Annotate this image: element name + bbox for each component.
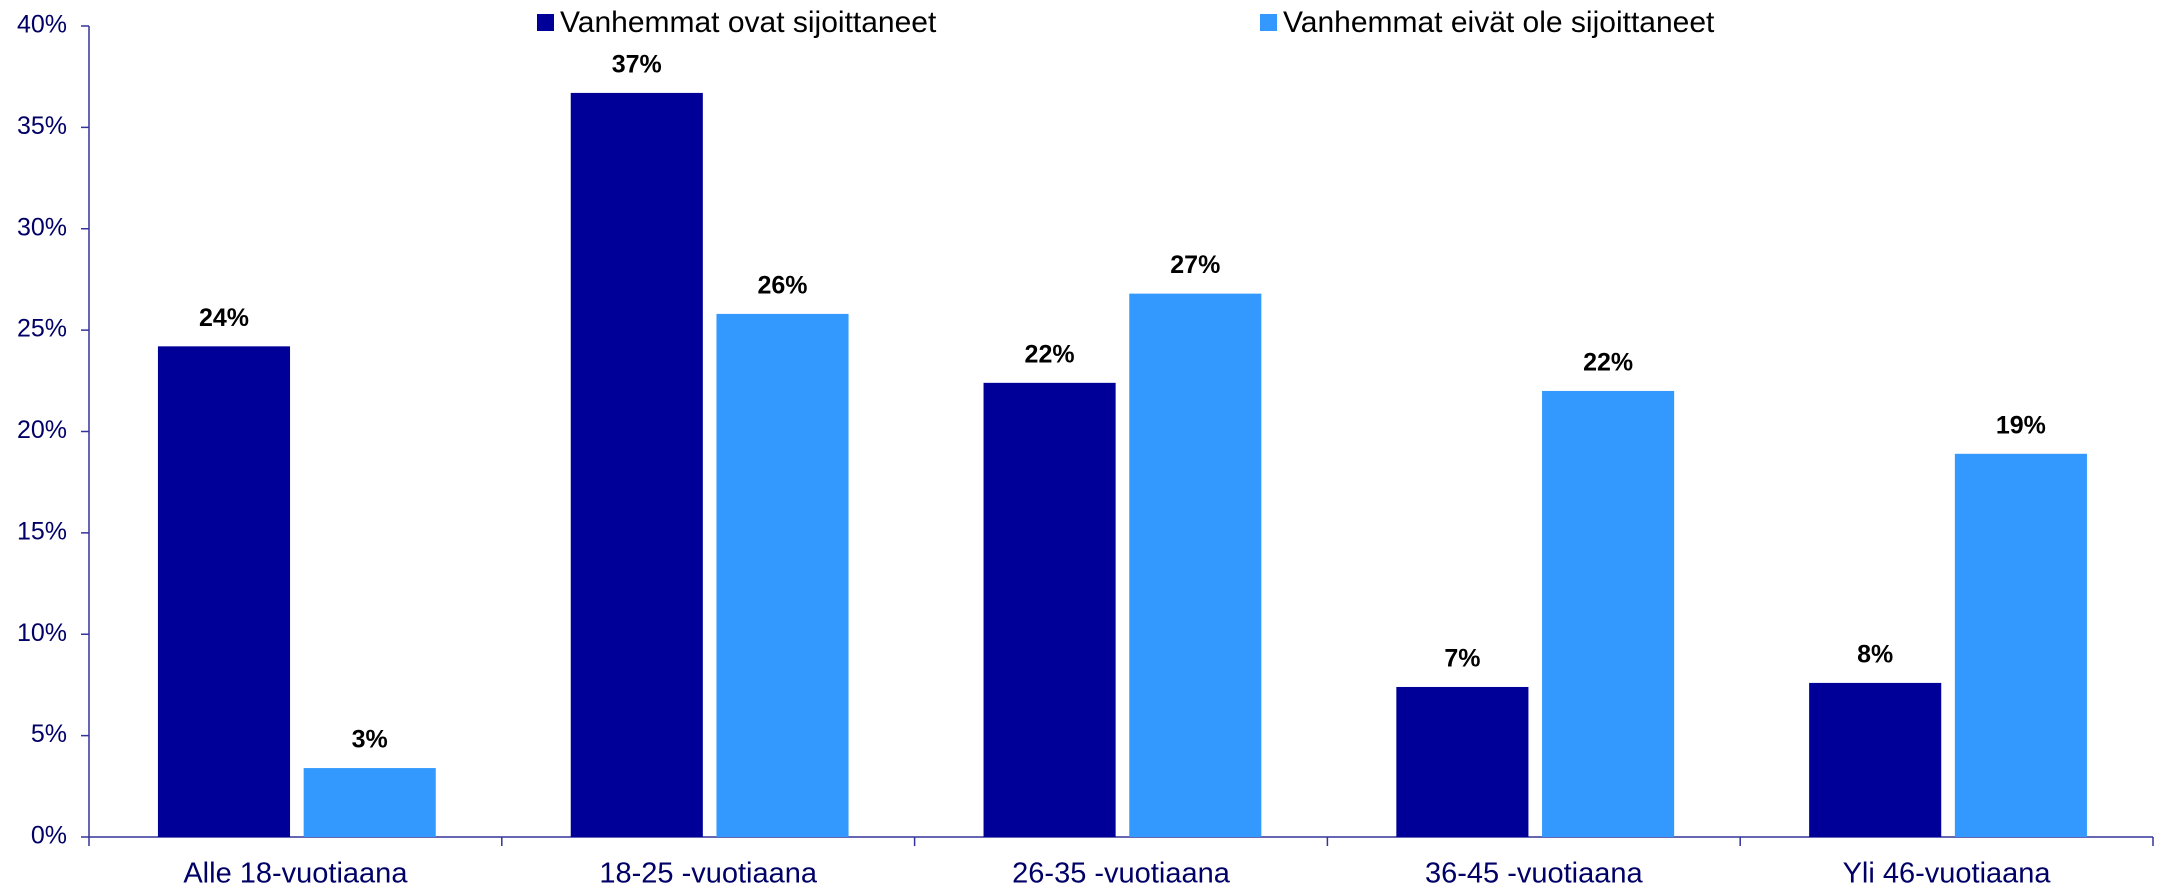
data-label: 24% <box>199 304 249 332</box>
y-tick-label: 5% <box>31 720 67 748</box>
y-tick-label: 40% <box>17 11 67 39</box>
y-tick-label: 30% <box>17 213 67 241</box>
x-tick-label: 18-25 -vuotiaana <box>599 858 818 890</box>
y-tick-label: 15% <box>17 517 67 545</box>
bar <box>1809 682 1942 837</box>
y-tick-label: 35% <box>17 112 67 140</box>
x-tick-label: 36-45 -vuotiaana <box>1425 858 1644 890</box>
y-tick-label: 10% <box>17 619 67 647</box>
legend-label: Vanhemmat eivät ole sijoittaneet <box>1283 6 1715 39</box>
data-label: 26% <box>757 272 807 300</box>
data-label: 3% <box>352 726 388 754</box>
legend-label: Vanhemmat ovat sijoittaneet <box>560 6 937 39</box>
data-label: 22% <box>1583 349 1633 377</box>
bar <box>570 92 703 838</box>
data-label: 37% <box>612 51 662 79</box>
bar <box>983 382 1116 837</box>
legend-swatch <box>1260 14 1277 31</box>
data-label: 7% <box>1444 645 1480 673</box>
bar <box>1396 686 1529 837</box>
data-label: 8% <box>1857 641 1893 669</box>
y-tick-label: 25% <box>17 315 67 343</box>
legend-swatch <box>537 14 554 31</box>
bar <box>1542 390 1675 837</box>
y-tick-label: 0% <box>31 822 67 850</box>
x-tick-label: Yli 46-vuotiaana <box>1843 858 2052 890</box>
x-tick-label: 26-35 -vuotiaana <box>1012 858 1231 890</box>
bar <box>303 768 436 837</box>
bar <box>1129 293 1262 837</box>
bar <box>1954 453 2087 837</box>
bar <box>716 313 849 837</box>
data-label: 27% <box>1170 251 1220 279</box>
x-tick-label: Alle 18-vuotiaana <box>183 858 408 890</box>
data-label: 19% <box>1996 411 2046 439</box>
y-tick-label: 20% <box>17 416 67 444</box>
data-label: 22% <box>1025 340 1075 368</box>
bar <box>157 346 291 837</box>
